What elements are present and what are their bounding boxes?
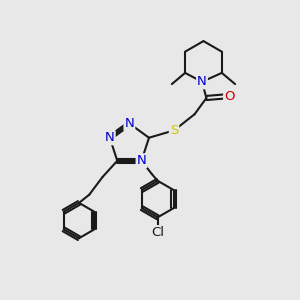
Text: S: S	[170, 124, 178, 137]
Text: O: O	[224, 90, 235, 103]
Text: N: N	[197, 75, 207, 88]
Text: N: N	[124, 117, 134, 130]
Text: Cl: Cl	[151, 226, 164, 239]
Text: N: N	[136, 154, 146, 167]
Text: N: N	[105, 131, 115, 144]
